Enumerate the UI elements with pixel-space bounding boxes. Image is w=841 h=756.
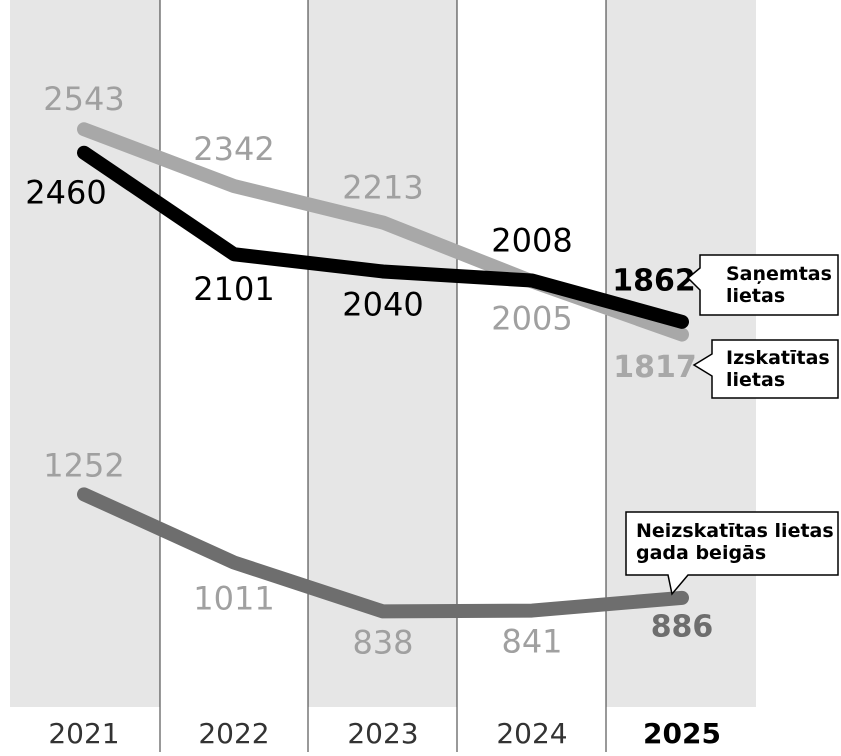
x-tick-label: 2024 bbox=[496, 717, 567, 750]
callout-box bbox=[686, 254, 839, 316]
data-label: 1862 bbox=[612, 263, 696, 298]
data-label: 2342 bbox=[193, 130, 274, 168]
x-tick-label: 2025 bbox=[643, 717, 721, 750]
x-tick-label: 2022 bbox=[198, 717, 269, 750]
data-label: 2101 bbox=[193, 270, 274, 308]
data-label: 1252 bbox=[43, 446, 124, 484]
callout-box bbox=[625, 511, 839, 596]
data-label: 886 bbox=[651, 609, 714, 644]
legend-entry: Saņemtas lietas bbox=[726, 263, 832, 307]
x-tick-label: 2021 bbox=[48, 717, 119, 750]
data-label: 2008 bbox=[491, 222, 572, 260]
series-line bbox=[77, 487, 689, 619]
callout-box bbox=[692, 339, 839, 399]
callout-shapes bbox=[625, 254, 839, 596]
data-label: 2005 bbox=[491, 299, 572, 337]
data-label: 2040 bbox=[342, 285, 423, 323]
lines bbox=[77, 122, 689, 619]
data-label: 838 bbox=[352, 623, 413, 661]
legend-entry: Neizskatītas lietas gada beigās bbox=[636, 520, 834, 564]
data-label: 2543 bbox=[43, 80, 124, 118]
legend-entry: Izskatītas lietas bbox=[726, 347, 830, 391]
labels: 2021 2022 2023 2024 2025 1252 1011 838 841 886 254… bbox=[25, 80, 721, 750]
data-label: 1011 bbox=[193, 579, 274, 617]
data-label: 2213 bbox=[342, 169, 423, 207]
data-label: 1817 bbox=[613, 350, 697, 385]
x-tick-label: 2023 bbox=[347, 717, 418, 750]
column-bg bbox=[10, 0, 160, 707]
data-label: 841 bbox=[501, 623, 562, 661]
series-line bbox=[77, 145, 689, 329]
data-label: 2460 bbox=[25, 174, 106, 212]
